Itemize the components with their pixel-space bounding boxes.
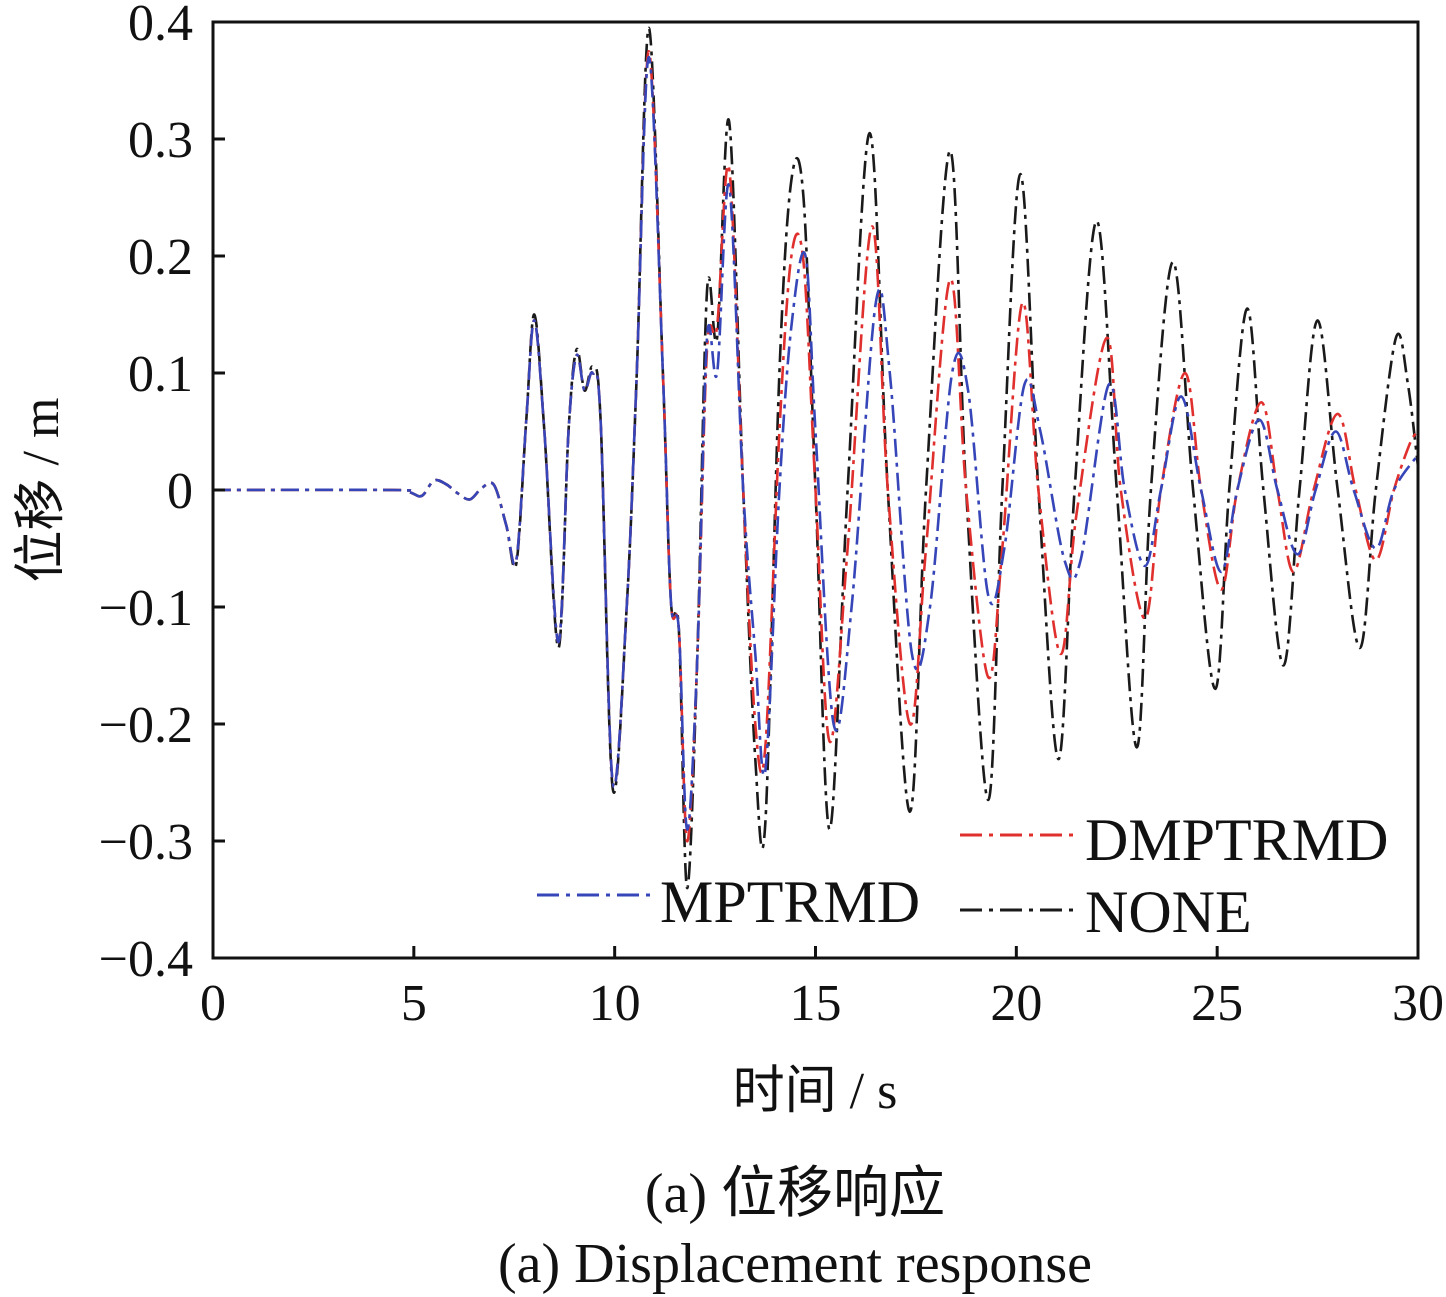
legend: DMPTRMD MPTRMD NONE [537,807,1388,945]
series-layer [212,26,1420,890]
x-tick-label-2: 10 [589,975,641,1032]
caption-en: (a) Displacement response [498,1233,1092,1295]
x-tick-label-3: 15 [790,975,842,1032]
y-tick-label-8: −0.4 [99,931,193,988]
y-tick-label-7: −0.3 [99,814,193,871]
y-tick-label-1: 0.3 [128,112,193,169]
series-line-none [212,26,1420,890]
caption-zh: (a) 位移响应 [645,1163,945,1225]
x-tick-label-1: 5 [401,975,427,1032]
legend-label-mptrmd: MPTRMD [660,869,920,935]
tick-labels-layer: 0 5 10 15 20 25 30 0.4 0.3 0.2 0.1 0 −0.1 −0.2 −0.3 −0.… [99,0,1444,1032]
y-tick-label-5: −0.1 [99,580,193,637]
x-tick-label-5: 25 [1191,975,1243,1032]
legend-label-dmptrmd: DMPTRMD [1085,807,1388,873]
x-tick-label-4: 20 [990,975,1042,1032]
y-tick-label-6: −0.2 [99,697,193,754]
y-tick-label-2: 0.2 [128,229,193,286]
series-line-mptrmd [212,55,1420,831]
y-tick-label-4: 0 [167,463,193,520]
x-tick-label-0: 0 [200,975,226,1032]
x-tick-label-6: 30 [1392,975,1444,1032]
y-tick-label-0: 0.4 [128,0,193,52]
x-axis-label: 时间 / s [733,1063,898,1120]
y-axis-label: 位移 / m [13,398,70,583]
legend-label-none: NONE [1085,879,1252,945]
y-tick-label-3: 0.1 [128,346,193,403]
ticks-layer [211,20,1420,960]
